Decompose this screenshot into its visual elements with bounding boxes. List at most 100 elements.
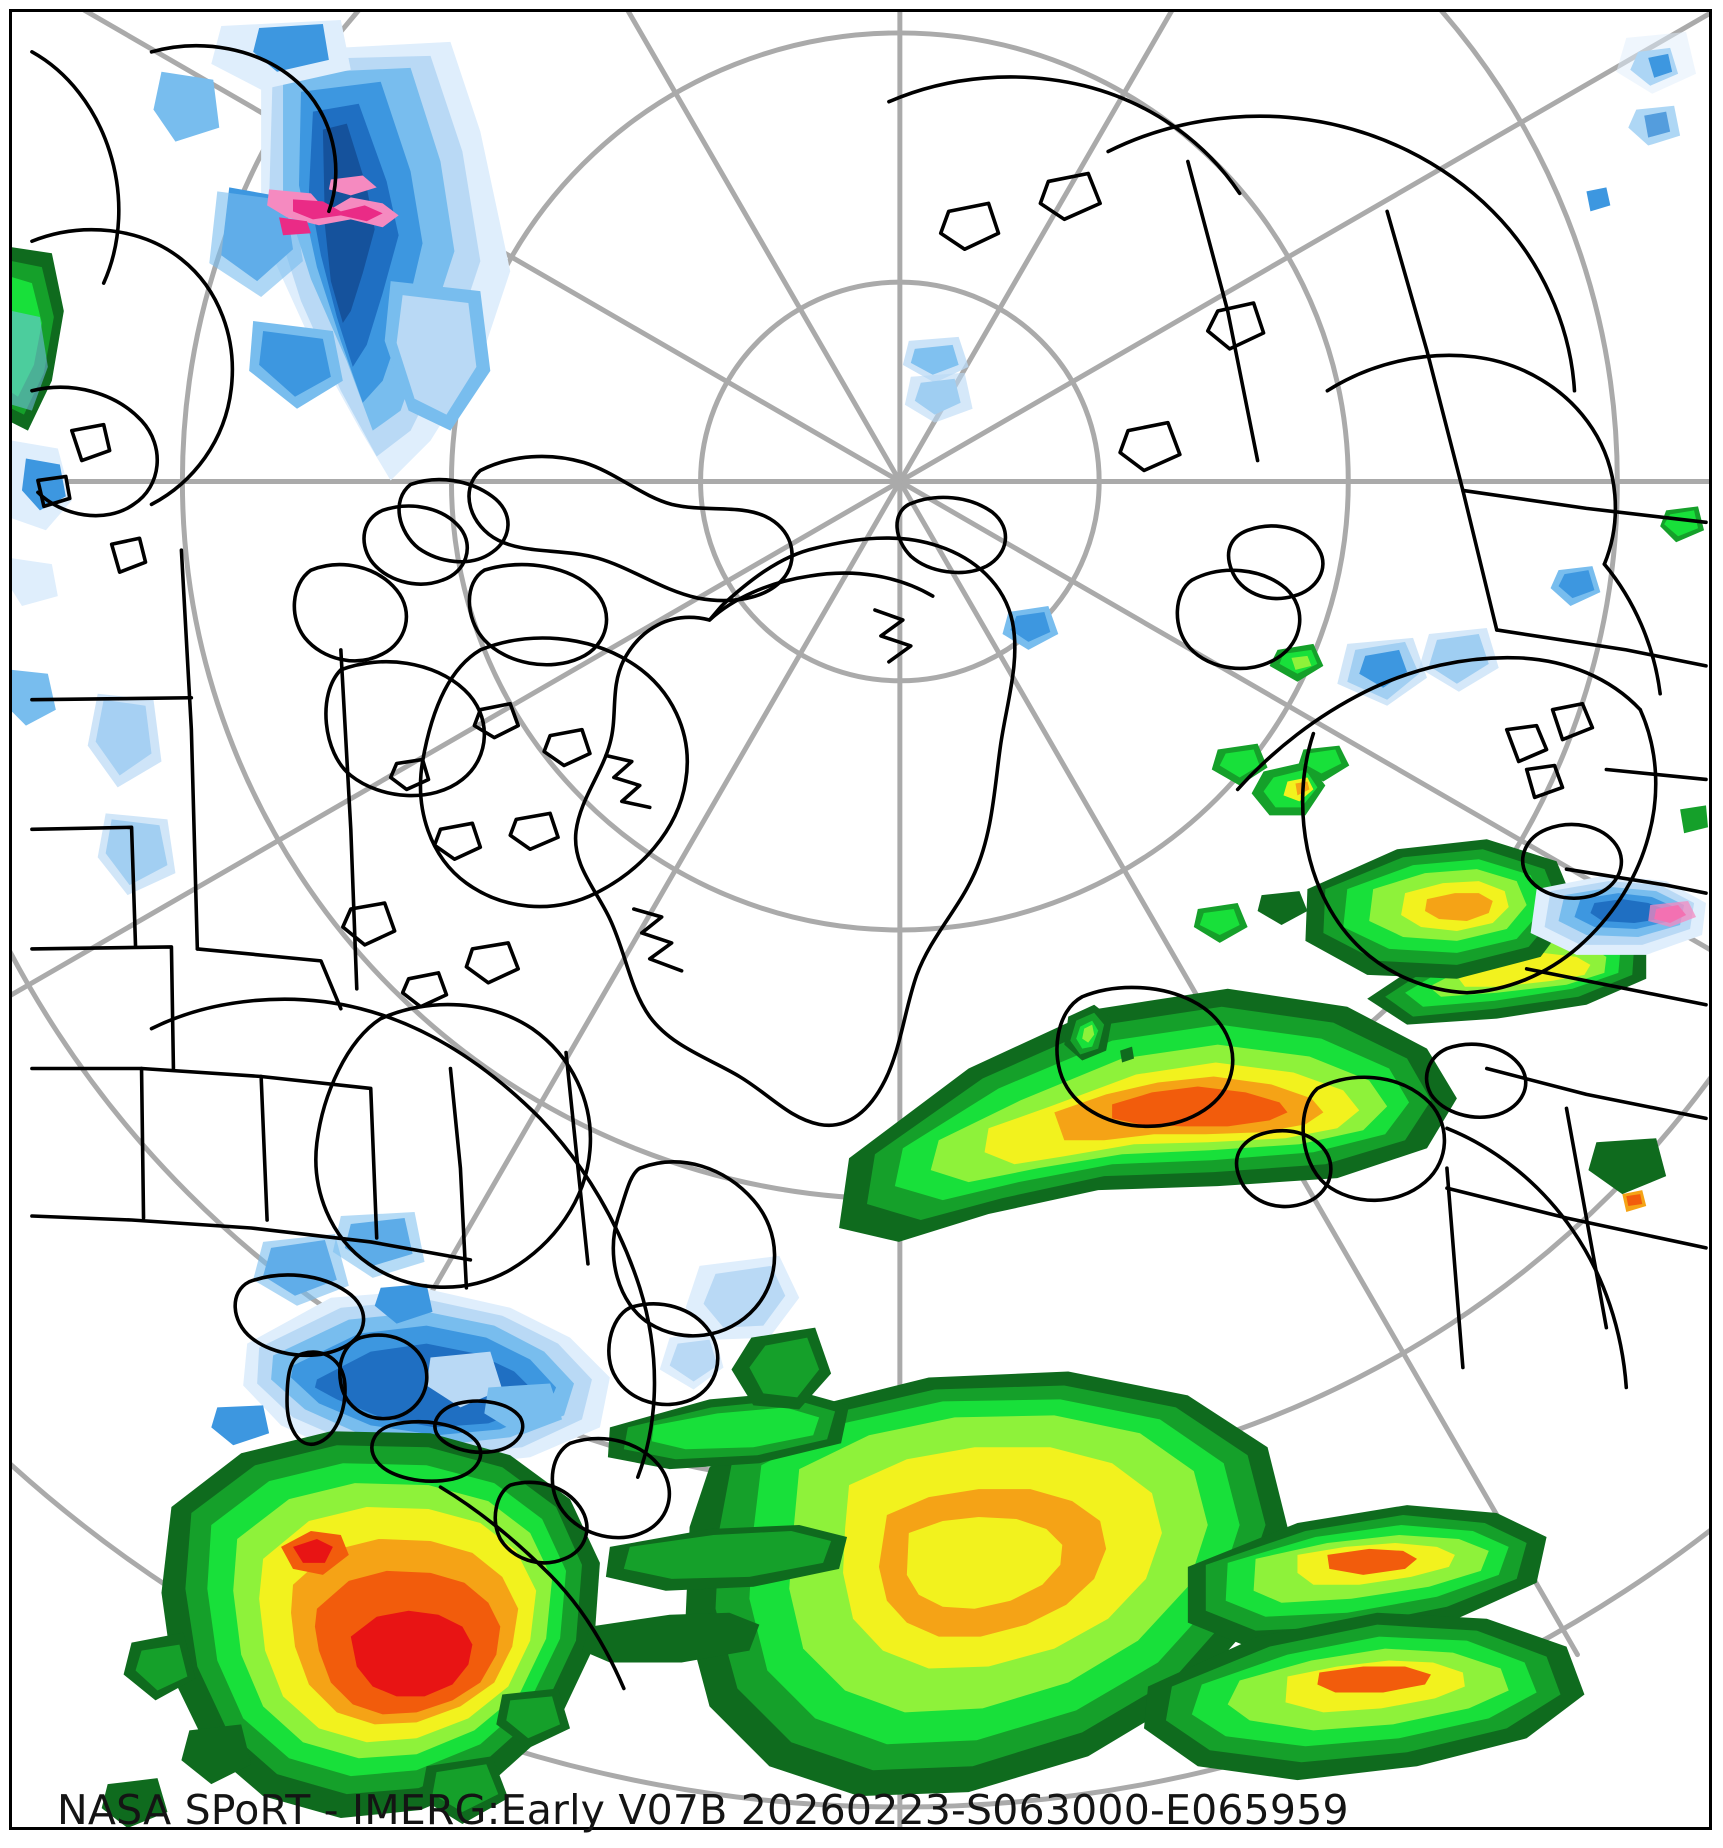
coast-finland-lakes-2 [1550,701,1595,742]
coast-small-island-6 [341,901,397,947]
precip-atlantic-front [839,911,1647,1242]
coast-iceland [1055,985,1235,1129]
precip-norwegian-sea [1193,839,1577,979]
precip-scattered-right [1550,31,1709,1213]
precip-barents [1211,643,1350,816]
border-canada-prov-1 [179,548,200,951]
border-canada-prov-6 [564,1050,590,1266]
coast-scandinavia-south [1300,731,1469,995]
coast-chukotka [149,43,338,214]
coast-alaska-mainland [30,227,235,507]
coast-severnaya [895,495,1008,575]
coast-lake-superior [233,1273,366,1358]
border-canada-prov-4 [448,1066,469,1290]
coast-prince-patrick [362,504,470,586]
meridian-210 [625,12,903,484]
coast-british-isles [1301,1075,1447,1203]
border-state-5 [259,1074,379,1240]
coast-axel-heiberg [397,477,510,564]
border-state-3 [30,825,138,949]
coast-island-rus-2 [1038,171,1102,222]
border-europe-7 [1445,1166,1465,1370]
coast-ellesmere [467,454,794,603]
coast-lake-huron [338,1333,429,1421]
coast-svalbard-2 [1226,524,1325,601]
coast-lake-erie [370,1420,483,1483]
border-canada-prov-5 [30,695,194,702]
coast-alaska-aleutians [30,385,160,518]
coast-kara-sea [1602,562,1662,696]
coast-victoria-island [324,659,487,798]
precip-iceland [1064,1004,1135,1063]
coast-lake-ontario [433,1399,525,1454]
coast-newfoundland [607,1302,720,1407]
coast-small-island-3 [432,821,483,861]
coast-small-island-7 [464,941,521,985]
coast-norway [1235,655,1643,792]
border-europe-5 [1445,1186,1708,1250]
meridian-120 [897,12,1709,484]
fjord-detail-3 [873,608,913,664]
border-russia-1 [1385,209,1499,632]
coast-small-island-4 [388,757,431,792]
border-russia-3 [1494,628,1708,668]
precip-beaufort-snow [153,19,511,481]
border-russia-2 [1186,159,1260,463]
coast-europe-mainland [1445,1126,1629,1390]
polar-precipitation-map [12,12,1709,1827]
coast-labrador [611,1160,777,1338]
product-caption: NASA SPoRT - IMERG:Early V07B 20260223-S… [57,1786,1349,1834]
border-europe-3 [1524,967,1708,1007]
coastline-group [30,43,1708,1691]
coast-small-island-2 [542,727,592,768]
coast-gulf-bothnia [1521,822,1624,900]
coast-svalbard [1175,568,1302,671]
coast-greenland [573,536,1017,1128]
coast-new-england [493,1480,589,1565]
border-europe-6 [1564,1106,1609,1330]
border-canada-prov-2 [195,947,343,1011]
coast-banks-island [292,562,409,663]
precip-baltic-snow [902,336,1707,955]
border-europe-1 [1604,767,1708,782]
coast-canada-mainland [149,997,657,1479]
meridian-60 [897,478,1709,952]
coast-ireland [1234,1128,1333,1209]
precip-mixed-arctic [267,175,399,236]
coast-russia-north [1106,114,1577,393]
border-state-2 [30,945,176,1071]
precipitation-field [12,19,1709,1827]
coast-island-left-1 [109,536,148,574]
coast-island-rus-3 [1118,420,1182,473]
coast-denmark [1424,1042,1528,1119]
coast-finland-lakes-3 [1524,763,1565,800]
coast-nova-scotia [550,1436,672,1540]
coast-island-rus-4 [1205,301,1266,351]
coast-taymyr [887,75,1242,196]
border-europe-2 [1564,867,1708,895]
coast-lake-michigan [285,1350,347,1447]
precip-atlantic-comma-head [581,1371,1585,1797]
coast-small-island-5 [508,811,560,852]
coast-novaya-zemlya [1325,353,1618,566]
coast-island-left-2 [69,422,112,463]
coast-finland-lakes [1504,723,1549,764]
border-europe-4 [1484,1066,1708,1121]
coast-small-island-8 [400,971,449,1009]
coast-island-left-3 [36,474,72,509]
coast-kamchatka [30,50,121,285]
meridian-150 [897,12,1174,484]
coast-us-east [438,1485,626,1691]
map-frame [9,9,1712,1830]
coast-hudson-bay [314,1002,593,1289]
coast-island-rus-1 [938,201,1001,252]
precip-left-edge [12,247,176,896]
meridian-300 [12,478,903,998]
coast-small-island-1 [472,701,521,740]
coast-devon-island [467,562,609,667]
precip-pacific-storm [101,1431,600,1827]
fjord-detail-2 [632,907,684,973]
fjord-detail-1 [604,753,652,810]
border-us-canada [30,1214,473,1262]
